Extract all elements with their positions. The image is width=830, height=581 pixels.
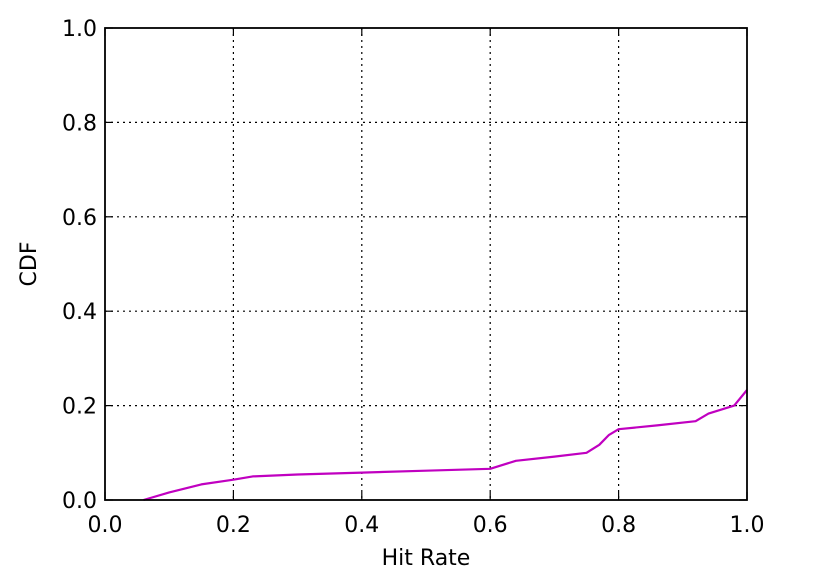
x-tick-label: 0.6 <box>473 513 508 538</box>
x-tick-label: 0.0 <box>88 513 123 538</box>
y-tick-label: 0.2 <box>62 395 97 420</box>
plot-frame <box>104 27 748 501</box>
y-tick-label: 0.0 <box>62 489 97 514</box>
y-tick-label: 0.4 <box>62 300 97 325</box>
y-tick-label: 0.6 <box>62 206 97 231</box>
series-layer <box>143 389 748 502</box>
y-tick-label: 0.8 <box>62 111 97 136</box>
x-tick-label: 0.2 <box>216 513 251 538</box>
cdf-series-line <box>143 389 748 502</box>
x-tick-label: 1.0 <box>730 513 765 538</box>
grid-lines <box>105 28 747 500</box>
x-axis-title: Hit Rate <box>382 546 471 571</box>
x-tick-label: 0.4 <box>344 513 379 538</box>
y-tick-label: 1.0 <box>62 17 97 42</box>
axis-ticks: 0.0 0.2 0.4 0.6 0.8 1.0 0.0 0.2 0.4 0.6 0.8 1.0 <box>62 17 765 538</box>
y-axis-title: CDF <box>17 242 42 287</box>
x-tick-label: 0.8 <box>601 513 636 538</box>
